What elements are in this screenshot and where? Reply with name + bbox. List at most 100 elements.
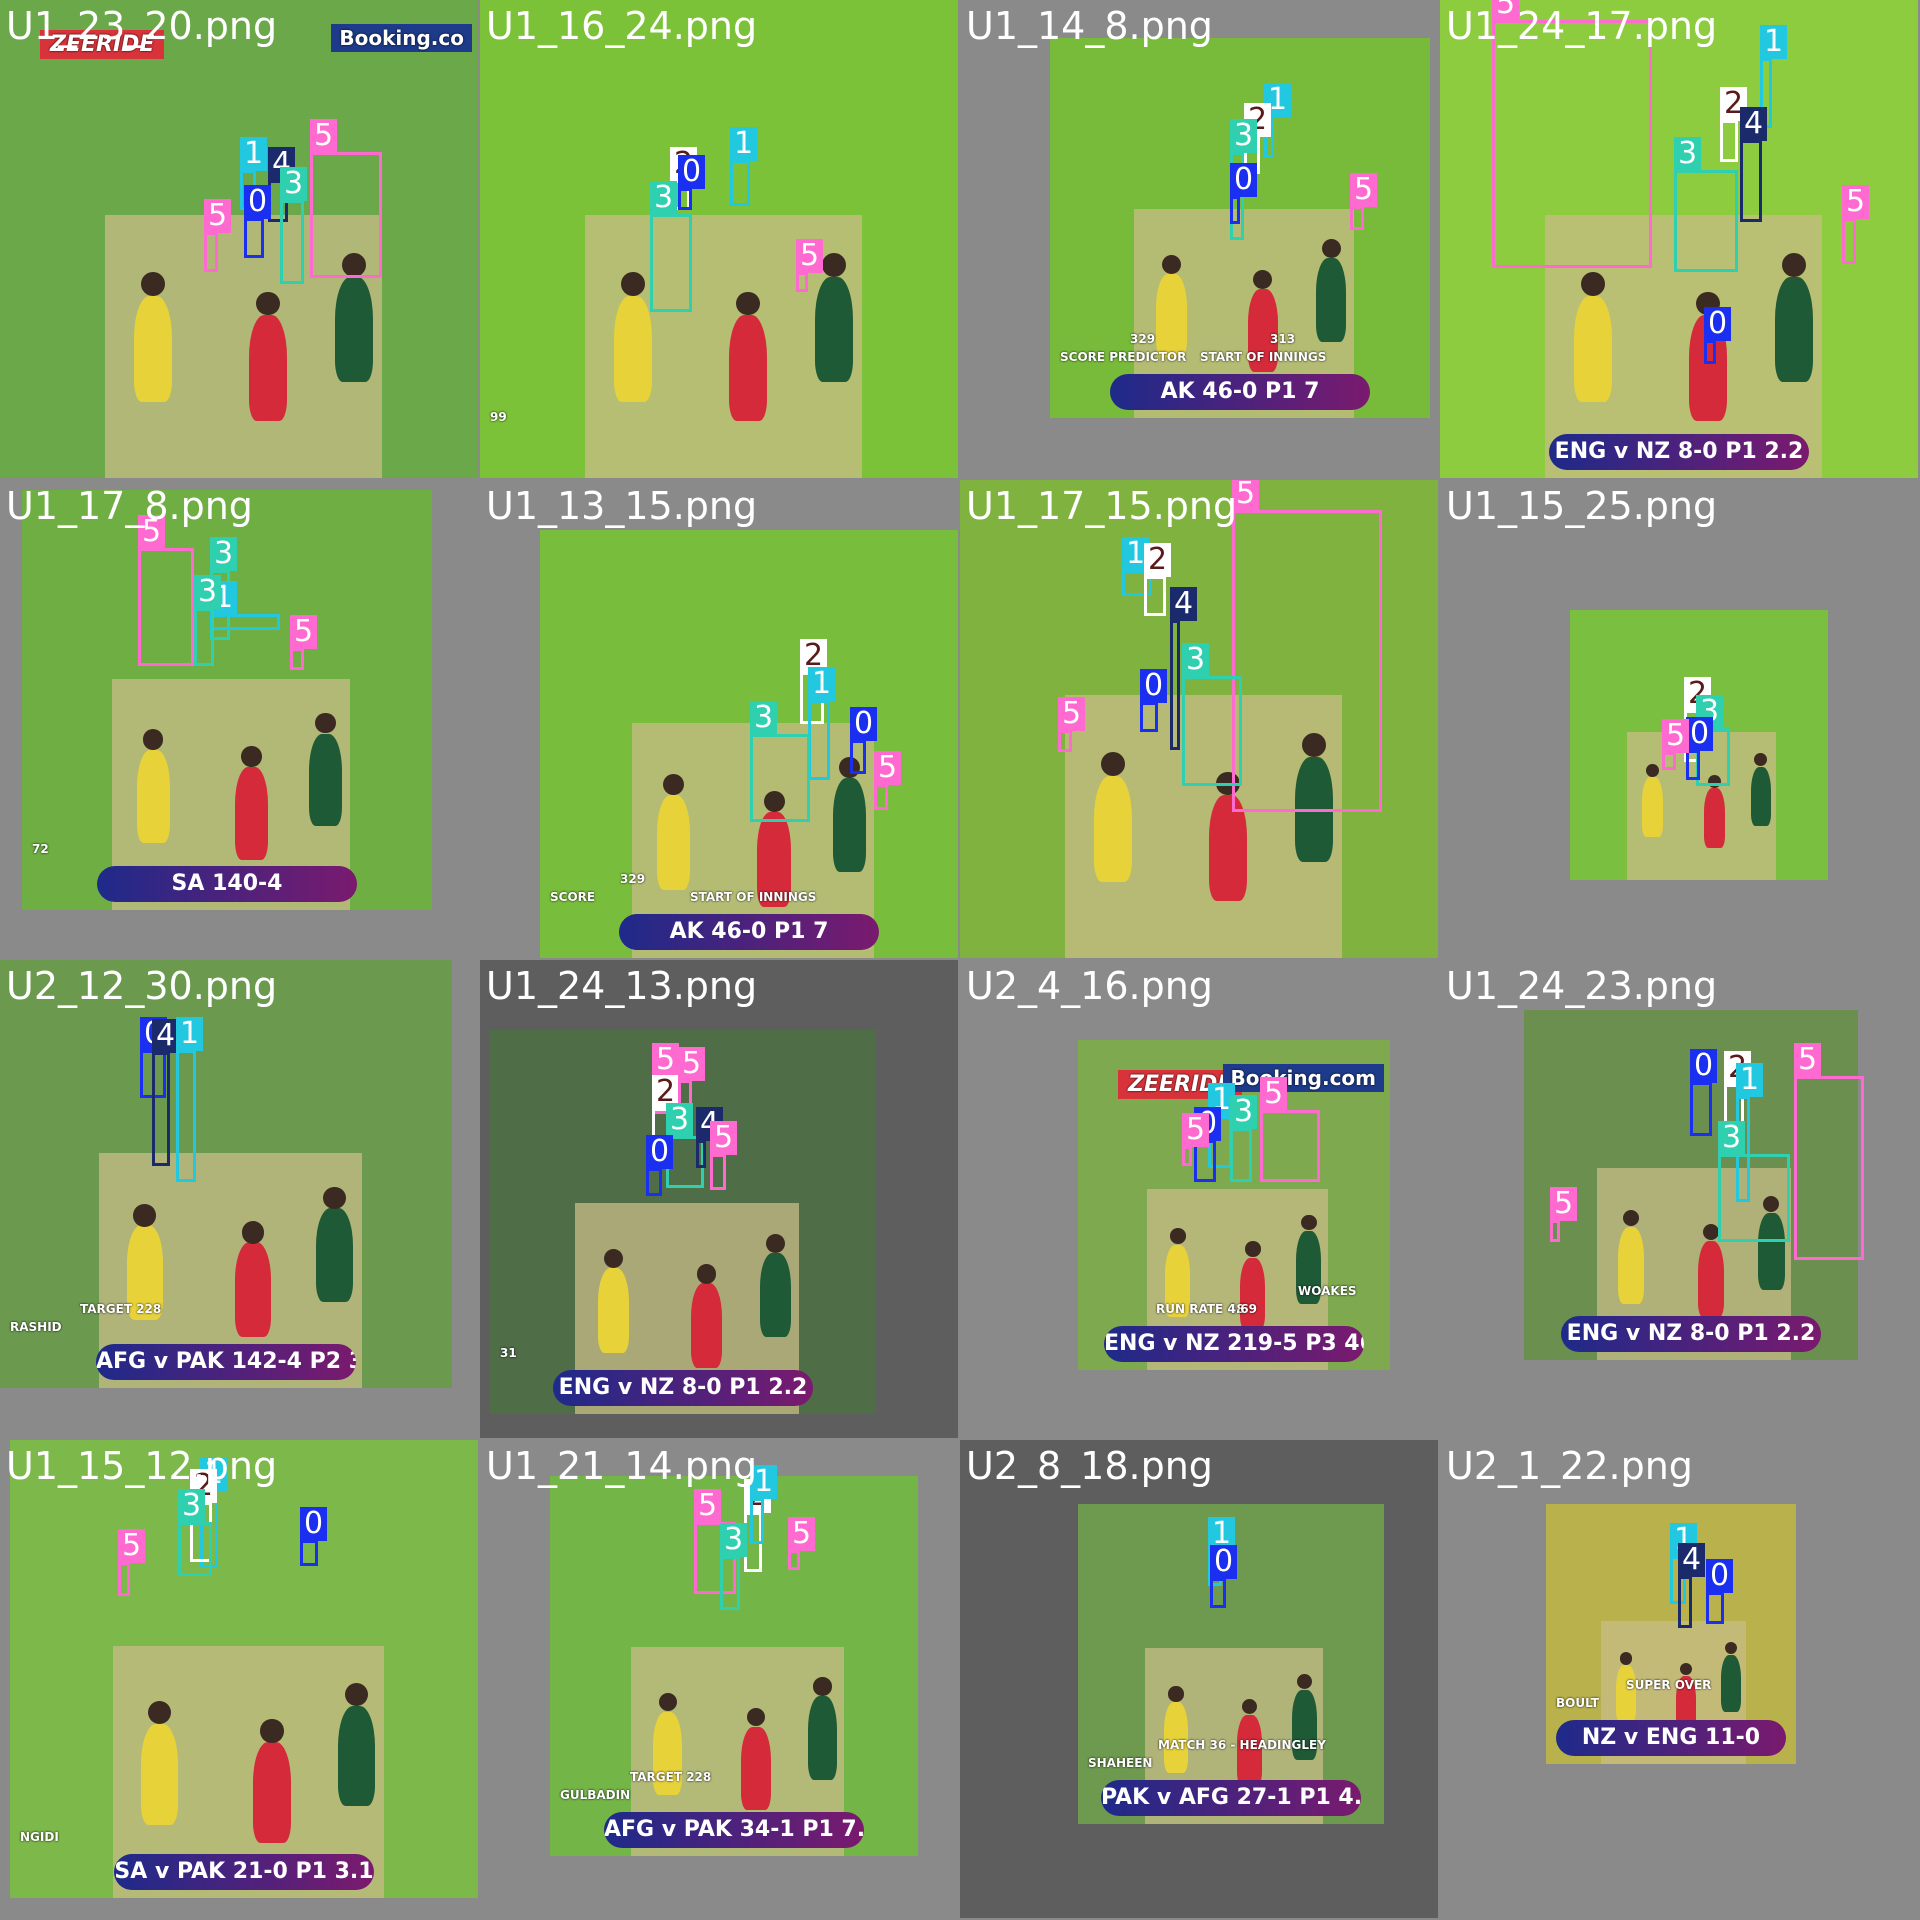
detection-box: 5 (1794, 1043, 1864, 1260)
detection-label: 3 (1674, 137, 1702, 171)
score-bar: ENG v NZ 8-0 P1 2.2 (553, 1370, 813, 1406)
detection-box: 0 (850, 707, 878, 774)
mosaic-tile: 9921035U1_16_24.png (480, 0, 958, 478)
detection-box: 3 (666, 1103, 704, 1188)
detection-label: 5 (138, 515, 166, 549)
detection-box: 0 (1230, 163, 1258, 224)
detection-box: 0 (1690, 1049, 1718, 1136)
tile-filename: U1_24_23.png (1446, 964, 1718, 1008)
tile-filename: U1_24_17.png (1446, 4, 1718, 48)
cricket-frame: SCORE PREDICTOR 329 START OF INNINGS 313 AK … (1050, 38, 1430, 418)
detection-box: 1 (730, 127, 758, 206)
player-figure (1163, 1702, 1189, 1773)
score-bar: AK 46-0 P1 7 (1110, 374, 1370, 410)
detection-label: 4 (1740, 107, 1768, 141)
frame-text: RASHID (10, 1320, 62, 1334)
player-figure (126, 1225, 163, 1320)
score-bar: ENG v NZ 8-0 P1 2.2 (1561, 1316, 1821, 1352)
player-head (603, 1248, 624, 1269)
detection-box: 5 (310, 119, 382, 278)
player-figure (728, 315, 767, 421)
detection-box: 0 (678, 155, 706, 210)
frame-text: Booking.co (331, 24, 472, 52)
detection-label: 3 (210, 537, 238, 571)
player-figure (814, 277, 853, 383)
mosaic-tile: ENG v NZ 8-0 P1 2.2 5 1 2 4 3 5 0 U1_24_17.png (1440, 0, 1918, 478)
detection-box: 5 (204, 199, 232, 272)
detection-label: 3 (1182, 643, 1210, 677)
detection-box: 0 (646, 1135, 674, 1196)
player-head (763, 791, 785, 812)
frame-text: 31 (500, 1346, 517, 1360)
frame-text: WOAKES (1298, 1284, 1357, 1298)
detection-label: 5 (1550, 1187, 1578, 1221)
detection-label: 3 (280, 167, 308, 201)
mosaic-tile: BOULT SUPER OVER NZ v ENG 11-0 1 4 0 U2_1_22.p… (1440, 1440, 1918, 1918)
detection-box: 2 (652, 1075, 680, 1154)
player-figure (1642, 777, 1663, 837)
player-head (746, 1707, 766, 1727)
detection-label: 5 (1232, 480, 1260, 511)
player-figure (1697, 1241, 1725, 1318)
tile-filename: U1_23_20.png (6, 4, 278, 48)
detection-box: 4 (152, 1019, 180, 1166)
mosaic-tile: SHAHEEN MATCH 36 - HEADINGLEY PAK v AFG 27… (960, 1440, 1438, 1918)
player-figure (1093, 776, 1133, 882)
player-figure (1316, 258, 1347, 342)
detection-label: 0 (1230, 163, 1258, 197)
player-figure (1750, 766, 1772, 826)
detection-box: 3 (1230, 1095, 1258, 1182)
player-figure (1208, 795, 1247, 901)
detection-box: 5 (1492, 0, 1652, 268)
player-head (1762, 1195, 1780, 1213)
player-figure (1617, 1227, 1645, 1304)
detection-box: 3 (720, 1523, 748, 1610)
detection-box: 1 (808, 667, 836, 780)
tile-filename: U1_16_24.png (486, 4, 758, 48)
detection-box: 5 (1350, 173, 1378, 230)
detection-label: 1 (808, 667, 836, 701)
player-head (241, 1221, 265, 1244)
detection-label: 1 (240, 137, 268, 171)
player-head (1168, 1686, 1184, 1702)
player-figure (235, 1242, 272, 1337)
detection-box: 5 (1260, 1077, 1320, 1182)
frame-text: GULBADIN (560, 1788, 631, 1802)
frame-text: RUN RATE 4.69 (1156, 1302, 1257, 1316)
cricket-frame: ZEERIDE Booking.com 48 WOAKES RUN RATE 4.69 E… (1078, 1040, 1390, 1370)
detection-box: 3 (1182, 643, 1242, 786)
detection-label: 3 (720, 1523, 748, 1557)
cricket-frame: ZEERIDE Booking.co (0, 0, 478, 478)
detection-box: 5 (796, 239, 824, 292)
score-bar: SA 140-4 (97, 866, 357, 902)
detection-label: 4 (152, 1019, 180, 1053)
player-figure (1774, 277, 1813, 383)
mosaic-tile: ENG v NZ 8-0 P1 2.2021355U1_24_23.png (1440, 960, 1918, 1438)
player-head (658, 1692, 677, 1711)
detection-box: 5 (290, 615, 318, 670)
player-head (1622, 1209, 1640, 1227)
detection-label: 1 (730, 127, 758, 161)
detection-box: 3 (650, 181, 692, 312)
player-figure (1616, 1665, 1636, 1723)
player-head (813, 1677, 832, 1696)
detection-box: 4 (696, 1107, 724, 1168)
player-head (1162, 254, 1182, 274)
detection-label: 1 (750, 1465, 778, 1499)
detection-label: 5 (290, 615, 318, 649)
detection-box: 0 (1140, 669, 1168, 732)
detection-box: 5 (1662, 719, 1690, 770)
detection-box: 1 (176, 1017, 204, 1182)
tile-filename: U1_21_14.png (486, 1444, 758, 1488)
detection-label: 2 (1144, 543, 1172, 577)
player-head (1781, 253, 1806, 278)
tile-filename: U1_15_25.png (1446, 484, 1718, 528)
detection-box: 1 (210, 581, 280, 630)
detection-box: 2 (1720, 87, 1748, 162)
player-figure (690, 1283, 722, 1368)
detection-box: 3 (178, 1489, 212, 1576)
mosaic-tile: 2 3 0 5 U1_15_25.png (1440, 480, 1918, 958)
detection-label: 5 (1794, 1043, 1822, 1077)
